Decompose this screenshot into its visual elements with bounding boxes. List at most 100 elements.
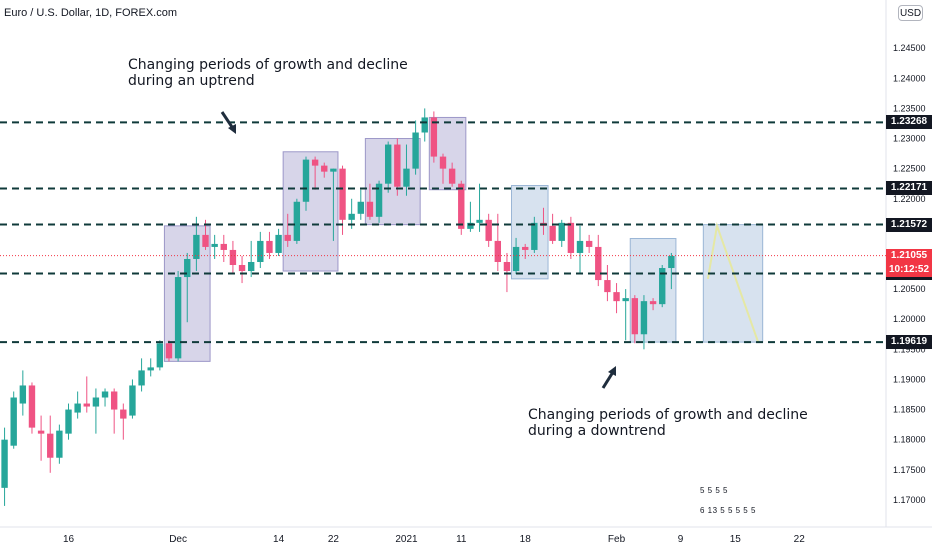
- candle-body: [613, 292, 620, 302]
- candle-body: [512, 246, 520, 272]
- candle-body: [476, 219, 483, 223]
- candle-body: [293, 201, 301, 241]
- candle-body: [37, 430, 45, 434]
- candle-body: [384, 144, 392, 184]
- candle-body: [631, 298, 639, 335]
- projection-line: [706, 221, 760, 343]
- candle-body: [138, 370, 145, 386]
- candle-body: [549, 225, 556, 241]
- candle-body: [47, 433, 54, 458]
- candle-body: [229, 249, 237, 266]
- candle-body: [284, 234, 291, 241]
- candle-body: [366, 201, 374, 217]
- x-tick-label: Dec: [169, 534, 187, 545]
- candle-body: [394, 144, 401, 187]
- candle-body: [211, 243, 218, 247]
- uptrend-annotation: Changing periods of growth and decline d…: [128, 57, 408, 89]
- highlight-box-up: [282, 151, 339, 272]
- level-price-tag: 1.21572: [886, 217, 932, 232]
- level-price-tag: 1.22171: [886, 181, 932, 196]
- currency-button[interactable]: USD: [898, 5, 923, 21]
- x-tick-label: 15: [730, 534, 742, 545]
- candle-body: [19, 385, 27, 404]
- event-badge-row-1[interactable]: 5 5 5 5: [700, 486, 728, 495]
- arrowhead-icon: [608, 366, 616, 376]
- candle-body: [576, 240, 584, 253]
- candle-body: [147, 367, 154, 371]
- candle-body: [558, 222, 565, 241]
- y-tick-label: 1.22500: [893, 164, 926, 174]
- symbol-title: Euro / U.S. Dollar, 1D, FOREX.com: [4, 7, 177, 19]
- candle-body: [421, 117, 428, 133]
- candle-body: [257, 240, 264, 262]
- candle-body: [220, 243, 227, 250]
- candle-body: [348, 213, 355, 220]
- candle-body: [458, 183, 465, 229]
- candle-body: [439, 156, 447, 169]
- candle-body: [193, 234, 200, 259]
- candle-body: [247, 261, 255, 272]
- candle-body: [567, 222, 575, 253]
- y-tick-label: 1.20500: [893, 284, 926, 294]
- candle-body: [668, 255, 675, 269]
- candle-body: [531, 222, 538, 250]
- y-tick-label: 1.19000: [893, 374, 926, 384]
- level-price-tag: 1.23268: [886, 115, 932, 130]
- y-tick-label: 1.24000: [893, 73, 926, 83]
- y-tick-label: 1.20000: [893, 314, 926, 324]
- candle-body: [266, 240, 273, 253]
- candle-body: [174, 277, 182, 359]
- candle-body: [330, 168, 337, 172]
- x-tick-label: 9: [678, 534, 684, 545]
- arrowhead-icon: [228, 124, 236, 134]
- candle-body: [640, 301, 648, 335]
- candle-body: [649, 301, 657, 305]
- candle-body: [165, 343, 173, 359]
- candle-body: [83, 403, 90, 407]
- candle-body: [92, 397, 100, 407]
- candle-body: [494, 240, 502, 262]
- x-tick-label: 16: [63, 534, 75, 545]
- candle-body: [120, 409, 127, 419]
- candle-body: [28, 385, 36, 428]
- candle-body: [202, 234, 209, 247]
- candle-body: [467, 222, 474, 229]
- candle-body: [65, 409, 72, 434]
- y-tick-label: 1.17000: [893, 495, 926, 505]
- candle-body: [156, 343, 164, 368]
- x-tick-label: 22: [328, 534, 340, 545]
- x-tick-label: 14: [273, 534, 285, 545]
- event-badge-row-2[interactable]: 6 13 5 5 5 5 5: [700, 506, 756, 515]
- candle-body: [522, 246, 529, 250]
- candle-body: [585, 240, 593, 247]
- candle-body: [74, 403, 81, 413]
- candle-body: [357, 201, 364, 214]
- candle-body: [56, 430, 63, 458]
- candle-body: [595, 246, 602, 281]
- candle-body: [412, 132, 419, 169]
- candle-body: [485, 219, 492, 241]
- candle-body: [448, 168, 456, 184]
- y-tick-label: 1.22000: [893, 194, 926, 204]
- candle-body: [10, 397, 17, 446]
- candle-body: [238, 265, 246, 272]
- candle-body: [1, 439, 8, 488]
- candle-body: [129, 385, 136, 416]
- candle-body: [339, 168, 346, 220]
- y-tick-label: 1.24500: [893, 43, 926, 53]
- highlight-box-down: [702, 224, 764, 343]
- x-tick-label: 18: [520, 534, 532, 545]
- up-arrow-icon: [601, 371, 615, 389]
- candle-body: [302, 159, 310, 202]
- x-tick-label: Feb: [608, 534, 626, 545]
- x-tick-label: 22: [794, 534, 806, 545]
- y-tick-label: 1.17500: [893, 465, 926, 475]
- candle-body: [503, 261, 511, 272]
- y-tick-label: 1.18000: [893, 435, 926, 445]
- y-tick-label: 1.18500: [893, 405, 926, 415]
- current-price-tag: 1.21055: [886, 248, 932, 263]
- y-tick-label: 1.23500: [893, 103, 926, 113]
- highlight-box-up: [364, 138, 421, 226]
